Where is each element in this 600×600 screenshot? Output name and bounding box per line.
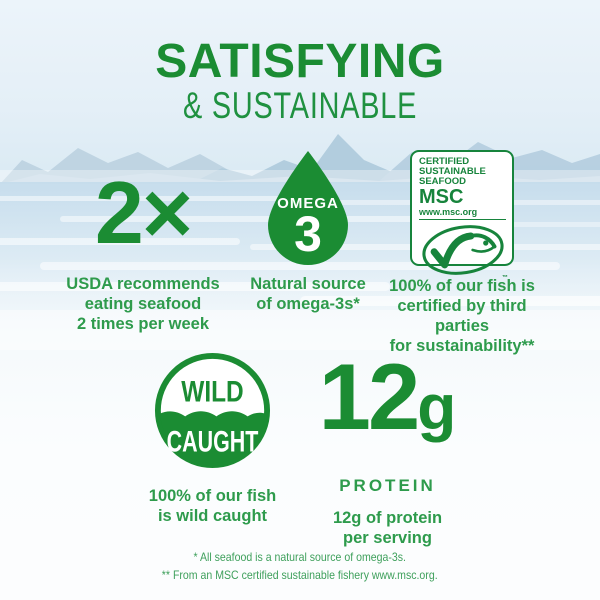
footnote-omega: * All seafood is a natural source of ome… [193,550,407,564]
msc-fish-wrap: ™ [419,222,508,283]
usda-column: 2× USDA recommends eating seafood 2 time… [38,148,248,334]
wild-caption: 100% of our fish is wild caught [148,487,277,525]
protein-label: PROTEIN [339,476,436,495]
msc-trademark: ™ [502,275,508,282]
footnotes: * All seafood is a natural source of ome… [0,548,600,584]
omega-caption: Natural source of omega-3s* [250,275,366,313]
msc-column: CERTIFIED SUSTAINABLE SEAFOOD MSC www.ms… [372,150,552,356]
stat-12g: 12g [295,350,480,460]
header: SATISFYING & SUSTAINABLE [0,38,600,125]
wild-caught-badge-icon: WILD CAUGHT [154,352,271,469]
omega-column: OMEGA 3 Natural source of omega-3s* [233,148,383,314]
usda-caption: USDA recommends eating seafood 2 times p… [66,275,220,333]
msc-fish-check-icon [422,225,504,276]
wild-badge-top-label: WILD [181,377,243,409]
protein-stat-value: 12 [318,344,421,449]
omega-drop-number: 3 [294,206,322,262]
msc-name: MSC [419,186,464,209]
omega3-drop-icon: OMEGA 3 [268,151,348,265]
page-subtitle: & SUSTAINABLE [182,85,418,126]
stat-2x: 2× [94,163,193,262]
protein-caption: 12g of protein per serving [332,509,443,547]
msc-cert-line: SEAFOOD [419,175,466,187]
omega-icon-zone: OMEGA 3 [233,148,383,268]
msc-url: www.msc.org [419,207,506,221]
msc-icon-zone: CERTIFIED SUSTAINABLE SEAFOOD MSC www.ms… [372,150,552,281]
page-title: SATISFYING [155,35,445,88]
protein-stat-unit: g [417,371,457,443]
footnote-msc: ** From an MSC certified sustainable fis… [162,568,438,582]
wild-caught-column: WILD CAUGHT 100% of our fish is wild cau… [115,352,310,526]
wild-badge-bottom-label: CAUGHT [167,426,259,458]
protein-column: 12g PROTEIN 12g of protein per serving [295,350,480,548]
usda-stat-zone: 2× [38,148,248,268]
msc-logo: CERTIFIED SUSTAINABLE SEAFOOD MSC www.ms… [410,150,514,281]
